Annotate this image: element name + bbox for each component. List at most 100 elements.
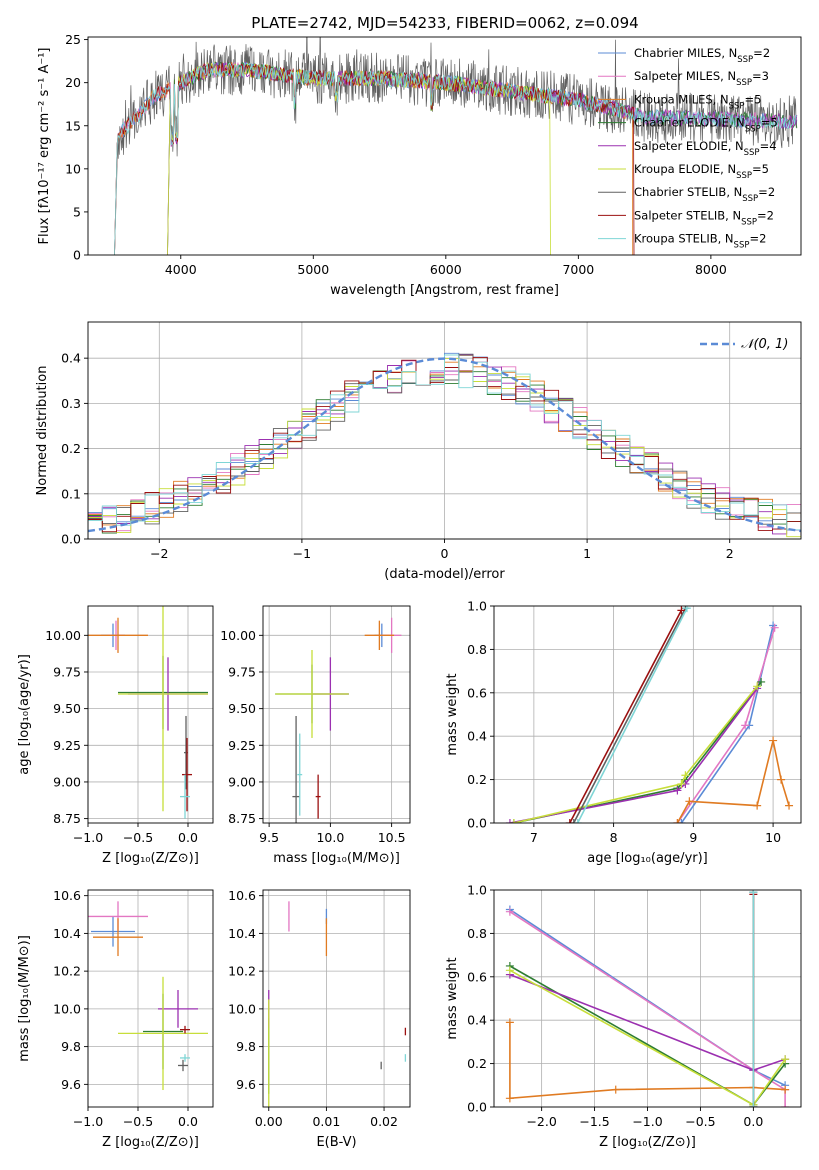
mass-weight-vs-Z-series-kroupa-miles xyxy=(505,1018,790,1103)
mass-weight-vs-age-plot xyxy=(505,606,794,823)
residuals-ytick: 0.3 xyxy=(61,396,81,411)
mass-weight-vs-age-marker xyxy=(673,786,682,795)
age-vs-Z-point-kroupa-stelib xyxy=(180,774,190,819)
normal-reference-curve xyxy=(88,357,801,533)
residual-legend-label: 𝒩(0, 1) xyxy=(741,337,788,352)
mass-vs-EBV-ytick: 10.0 xyxy=(228,1001,256,1016)
age-vs-mass-ytick: 10.00 xyxy=(220,628,256,643)
mass-vs-Z-ytick: 10.4 xyxy=(53,926,81,941)
age-vs-Z-plot xyxy=(88,606,208,819)
mass-weight-vs-age-ytick: 0.0 xyxy=(467,816,487,831)
age-vs-mass-point-kroupa-stelib xyxy=(297,733,303,816)
mass-vs-EBV-frame xyxy=(262,889,411,1108)
legend-entry: Chabrier MILES, NSSP=2 xyxy=(634,46,770,65)
mass-weight-vs-Z-marker xyxy=(749,1103,758,1107)
spectrum-ytick: 10 xyxy=(65,161,81,176)
age-vs-mass-point-kroupa-elodie xyxy=(275,649,349,738)
mass-weight-vs-Z-xlabel: Z [log₁₀(Z/Z⊙)] xyxy=(599,1135,696,1150)
mass-vs-EBV-ytick: 10.4 xyxy=(228,926,256,941)
age-vs-Z-ylabel: age [log₁₀(age/yr)] xyxy=(17,654,32,775)
mass-weight-vs-Z-series-kroupa-stelib xyxy=(749,890,758,1107)
spectrum-series-8 xyxy=(114,61,798,255)
mass-weight-vs-Z-frame xyxy=(493,889,802,1108)
mass-weight-vs-age-xlabel: age [log₁₀(age/yr)] xyxy=(587,851,708,866)
spectrum-ytick: 25 xyxy=(65,32,81,47)
mass-vs-Z-xtick: 0.0 xyxy=(178,1114,198,1129)
mass-weight-vs-age-series-kroupa-miles xyxy=(673,736,794,823)
residuals-ytick: 0.0 xyxy=(61,532,81,547)
spectrum-frame xyxy=(87,36,802,256)
mass-weight-vs-age-marker xyxy=(509,819,518,823)
mass-vs-Z-ylabel: mass [log₁₀(M/M⊙)] xyxy=(17,935,32,1062)
age-vs-mass-plot xyxy=(275,617,402,823)
spectrum-ytick: 5 xyxy=(73,204,81,219)
mass-vs-Z-point-salpeter-stelib xyxy=(180,1025,190,1034)
residual-hist-8 xyxy=(88,354,801,538)
mass-vs-EBV-xtick: 0.02 xyxy=(370,1114,398,1129)
age-vs-mass-xtick: 10.0 xyxy=(316,830,344,845)
mass-weight-vs-Z-marker xyxy=(749,890,758,897)
residuals-frame xyxy=(87,321,802,540)
residuals-ytick: 0.2 xyxy=(61,441,81,456)
mass-vs-Z-ytick: 9.8 xyxy=(61,1039,81,1054)
mass-vs-EBV-ytick: 9.8 xyxy=(236,1039,256,1054)
mass-weight-vs-Z-marker xyxy=(781,1085,790,1094)
mass-vs-EBV-ytick: 10.6 xyxy=(228,888,256,903)
mass-vs-Z-frame xyxy=(87,889,214,1108)
mass-weight-vs-age-ylabel: mass weight xyxy=(445,673,460,755)
mass-weight-vs-Z-plot xyxy=(505,890,790,1107)
mass-weight-vs-age-ytick: 0.6 xyxy=(467,685,487,700)
residuals-xlabel: (data-model)/error xyxy=(384,567,505,582)
mass-weight-vs-Z-xtick: −1.0 xyxy=(632,1114,662,1129)
mass-weight-vs-Z-ytick: 0.6 xyxy=(467,969,487,984)
residuals-ylabel: Normed distribution xyxy=(35,366,50,496)
spectrum-series-6 xyxy=(114,37,798,255)
mass-weight-vs-age-marker xyxy=(569,819,578,823)
age-vs-Z-ytick: 8.75 xyxy=(53,811,81,826)
mass-weight-vs-age-ytick: 0.8 xyxy=(467,642,487,657)
mass-weight-vs-age-marker xyxy=(681,771,690,780)
spectrum-ytick: 20 xyxy=(65,75,81,90)
mass-weight-vs-age-series-kroupa-stelib xyxy=(573,606,691,823)
mass-vs-Z-ytick: 10.6 xyxy=(53,888,81,903)
mass-weight-vs-age-frame xyxy=(493,605,802,824)
residuals-xtick: −2 xyxy=(150,546,168,561)
age-vs-mass-ytick: 9.00 xyxy=(228,774,256,789)
spectrum-xtick: 8000 xyxy=(695,262,727,277)
spectrum-xtick: 4000 xyxy=(165,262,197,277)
age-vs-mass-point-salpeter-stelib xyxy=(315,774,321,819)
mass-vs-Z-xtick: −0.5 xyxy=(123,1114,153,1129)
age-vs-Z-ytick: 9.00 xyxy=(53,774,81,789)
mass-weight-vs-age-series-salpeter-elodie xyxy=(505,684,762,823)
legend-entry: Salpeter MILES, NSSP=3 xyxy=(634,69,769,88)
age-vs-mass-xtick: 9.5 xyxy=(259,830,279,845)
spectrum-xtick: 7000 xyxy=(562,262,594,277)
mass-weight-vs-Z-ytick: 0.8 xyxy=(467,926,487,941)
mass-weight-vs-Z-ytick: 0.2 xyxy=(467,1056,487,1071)
age-vs-mass-ytick: 9.25 xyxy=(228,738,256,753)
legend-entry: Salpeter ELODIE, NSSP=4 xyxy=(634,139,777,158)
mass-weight-vs-Z-marker xyxy=(781,1055,790,1064)
mass-vs-Z-ytick: 10.0 xyxy=(53,1001,81,1016)
residuals-plot xyxy=(88,352,801,538)
mass-weight-vs-age-marker xyxy=(770,623,779,632)
age-vs-Z-xtick: −0.5 xyxy=(123,830,153,845)
legend-entry: Kroupa MILES, NSSP=5 xyxy=(634,92,761,111)
spectrum-xtick: 5000 xyxy=(297,262,329,277)
spectrum-series-5 xyxy=(167,62,551,255)
spectrum-ylabel: Flux [fλ10⁻¹⁷ erg cm⁻² s⁻¹ A⁻¹] xyxy=(37,48,52,245)
age-vs-mass-ytick: 9.75 xyxy=(228,664,256,679)
mass-weight-vs-age-marker xyxy=(685,797,694,806)
mass-vs-Z-point-chabrier-stelib xyxy=(178,1059,188,1072)
age-vs-mass-xlabel: mass [log₁₀(M/M⊙)] xyxy=(273,851,400,866)
mass-weight-vs-age-xtick: 9 xyxy=(689,830,697,845)
mass-weight-vs-Z-ytick: 0.0 xyxy=(467,1100,487,1115)
mass-weight-vs-Z-xtick: −2.0 xyxy=(526,1114,556,1129)
mass-weight-vs-Z-xtick: 0.0 xyxy=(743,1114,763,1129)
age-vs-mass-ytick: 8.75 xyxy=(228,811,256,826)
mass-weight-vs-age-marker xyxy=(682,606,691,613)
mass-weight-vs-age-marker xyxy=(741,721,750,730)
mass-weight-vs-age-marker xyxy=(769,736,778,745)
mass-weight-vs-age-marker xyxy=(777,775,786,784)
age-vs-Z-ytick: 9.50 xyxy=(53,701,81,716)
